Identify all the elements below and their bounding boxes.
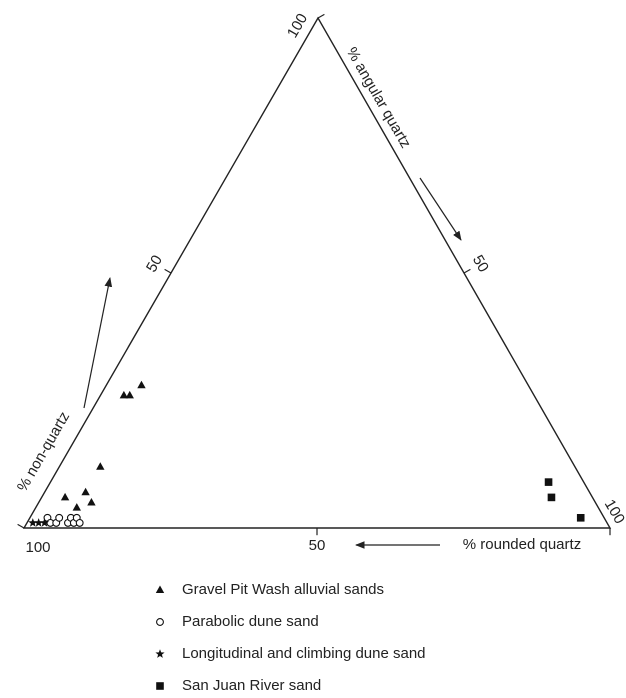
- legend-label: Parabolic dune sand: [182, 613, 319, 630]
- data-point: [137, 380, 146, 389]
- tick-label: 100: [601, 497, 626, 527]
- tick-mark: [317, 13, 325, 19]
- legend-label: Longitudinal and climbing dune sand: [182, 645, 426, 662]
- legend-label: San Juan River sand: [182, 677, 321, 694]
- legend-label: Gravel Pit Wash alluvial sands: [182, 581, 384, 598]
- data-point: [81, 487, 90, 496]
- data-point: [55, 513, 64, 522]
- legend-symbol: [156, 618, 164, 626]
- tick-mark: [164, 268, 172, 274]
- axis-arrow: [419, 177, 462, 241]
- axis-arrow: [83, 277, 113, 409]
- data-point: [576, 514, 585, 522]
- tick-label: 50: [309, 537, 326, 554]
- data-point: [87, 498, 96, 506]
- data-point: [60, 492, 70, 501]
- data-point: [119, 390, 129, 399]
- data-point: [125, 390, 134, 399]
- data-point: [28, 518, 38, 527]
- legend-symbol: [155, 585, 165, 593]
- tick-mark: [17, 523, 25, 529]
- tick-label: 50: [469, 252, 492, 275]
- triangle-frame: [22, 16, 612, 529]
- legend-symbol: [155, 649, 165, 658]
- data-point: [34, 518, 44, 527]
- data-point: [72, 503, 81, 511]
- tick-mark: [463, 268, 471, 274]
- data-point: [547, 493, 556, 502]
- tick-label: 100: [25, 539, 50, 556]
- data-point: [75, 518, 84, 527]
- axis-title: % non-quartz: [14, 409, 73, 495]
- data-point: [96, 462, 105, 470]
- legend-symbol: [156, 682, 164, 690]
- data-point: [544, 478, 553, 486]
- axis-title: % rounded quartz: [463, 536, 581, 553]
- tick-label: 50: [143, 252, 166, 275]
- axis-title: % angular quartz: [343, 44, 414, 151]
- data-point: [39, 518, 50, 527]
